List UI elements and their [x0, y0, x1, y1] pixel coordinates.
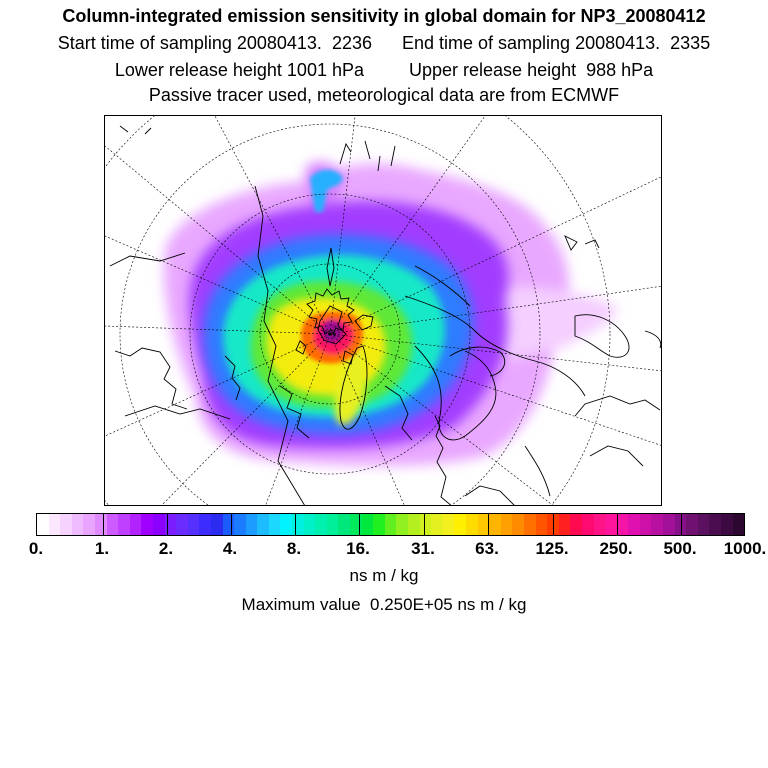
colorbar-segment [697, 514, 710, 535]
release-height-line: Lower release height 1001 hPa Upper rele… [114, 60, 654, 80]
colorbar-tick [553, 514, 554, 535]
colorbar-segment [396, 514, 408, 535]
plume-tongue [310, 169, 343, 212]
colorbar-tick-label: 125. [535, 539, 569, 558]
colorbar-segment [187, 514, 200, 535]
colorbar-tick-label: 500. [663, 539, 697, 558]
colorbar-segment [292, 514, 304, 535]
colorbar-segment [164, 514, 177, 535]
sampling-time-line: Start time of sampling 20080413. 2236 En… [57, 33, 711, 53]
colorbar-segment [210, 514, 223, 535]
colorbar-segment [465, 514, 478, 535]
colorbar-segment [37, 514, 49, 535]
colorbar-segment [674, 514, 687, 535]
colorbar-segment [419, 514, 432, 535]
colorbar-segment [152, 514, 165, 535]
colorbar-segment [663, 514, 675, 535]
colorbar-segment [222, 514, 235, 535]
colorbar-tick-label: 31. [411, 539, 435, 558]
colorbar-segment [535, 514, 548, 535]
coastlines [109, 125, 661, 505]
colorbar-segment [616, 514, 629, 535]
unit-label: ns m / kg [349, 566, 419, 585]
colorbar-segment [176, 514, 188, 535]
colorbar-tick-label: 63. [475, 539, 499, 558]
max-value-label: Maximum value 0.250E+05 ns m / kg [241, 595, 527, 614]
colorbar-tick [295, 514, 296, 535]
colorbar-tick-label: 0. [28, 539, 44, 558]
colorbar-tick-label: 8. [286, 539, 302, 558]
colorbar-segment [71, 514, 84, 535]
colorbar-segment [431, 514, 443, 535]
colorbar-tick [488, 514, 489, 535]
colorbar-segment [500, 514, 513, 535]
colorbar-segment [350, 514, 362, 535]
colorbar [36, 513, 745, 536]
colorbar-segment [338, 514, 351, 535]
colorbar-tick [359, 514, 360, 535]
map-panel [104, 115, 662, 506]
colorbar-segment [245, 514, 258, 535]
colorbar-tick-label: 250. [599, 539, 633, 558]
colorbar-segment [280, 514, 293, 535]
colorbar-tick [103, 514, 104, 535]
colorbar-tick [617, 514, 618, 535]
colorbar-segment [361, 514, 374, 535]
colorbar-segment [60, 514, 72, 535]
colorbar-segment [129, 514, 142, 535]
colorbar-segment [686, 514, 698, 535]
colorbar-segment [628, 514, 640, 535]
colorbar-segment [373, 514, 385, 535]
colorbar-tick [424, 514, 425, 535]
colorbar-segment [721, 514, 733, 535]
colorbar-segment [326, 514, 339, 535]
colorbar-segment [83, 514, 95, 535]
colorbar-segment [570, 514, 582, 535]
colorbar-segment [303, 514, 316, 535]
colorbar-segment [141, 514, 153, 535]
colorbar-segment [454, 514, 466, 535]
colorbar-segment [408, 514, 420, 535]
colorbar-segment [639, 514, 652, 535]
colorbar-segment [199, 514, 211, 535]
colorbar-segment [558, 514, 571, 535]
colorbar-segment [315, 514, 327, 535]
colorbar-segment [547, 514, 559, 535]
tracer-info-line: Passive tracer used, meteorological data… [148, 85, 620, 105]
colorbar-segment [268, 514, 281, 535]
colorbar-segment [118, 514, 130, 535]
colorbar-segment [257, 514, 269, 535]
colorbar-segment [106, 514, 119, 535]
sensitivity-map [105, 116, 661, 505]
colorbar-segment [651, 514, 664, 535]
colorbar-segment [477, 514, 490, 535]
colorbar-segment [94, 514, 107, 535]
colorbar-segment [581, 514, 594, 535]
colorbar-segment [48, 514, 61, 535]
colorbar-tick-label: 1000. [723, 539, 767, 558]
colorbar-tick [167, 514, 168, 535]
colorbar-tick-label: 1. [94, 539, 110, 558]
colorbar-segment [593, 514, 606, 535]
colorbar-segment [523, 514, 536, 535]
colorbar-segment [384, 514, 397, 535]
colorbar-segment [234, 514, 246, 535]
colorbar-tick [681, 514, 682, 535]
colorbar-tick-label: 16. [346, 539, 370, 558]
colorbar-tick [231, 514, 232, 535]
colorbar-segment [709, 514, 722, 535]
plot-title: Column-integrated emission sensitivity i… [62, 6, 706, 26]
colorbar-tick-label: 2. [158, 539, 174, 558]
colorbar-segment [442, 514, 455, 535]
colorbar-segment [732, 514, 745, 535]
colorbar-segment [605, 514, 617, 535]
lat-lon-grid [105, 116, 661, 505]
colorbar-segment [489, 514, 501, 535]
colorbar-tick-label: 4. [222, 539, 238, 558]
colorbar-segment [512, 514, 524, 535]
